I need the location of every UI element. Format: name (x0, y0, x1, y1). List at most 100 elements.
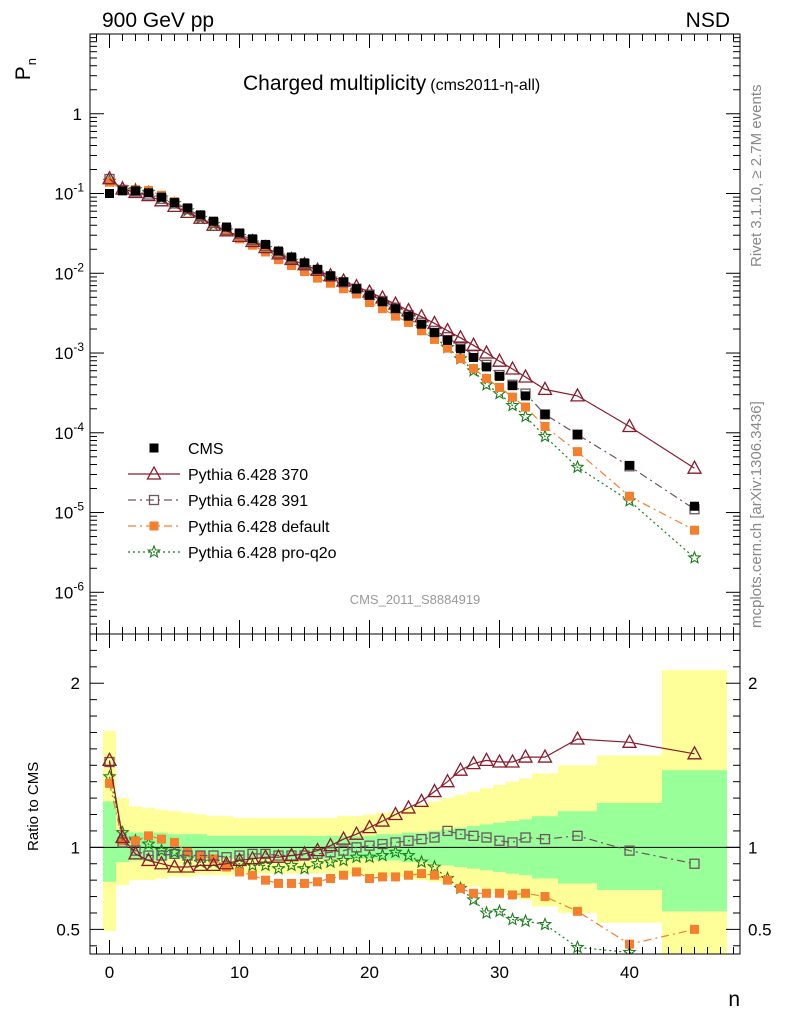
top-point-pdefault (313, 273, 322, 283)
legend-label-cms: CMS (188, 441, 224, 458)
band-inner (662, 770, 727, 912)
top-point-p370 (101, 170, 118, 185)
ratio-point-pq2o (362, 849, 377, 864)
top-point-cms (235, 228, 244, 238)
ratio-point-p391 (390, 837, 401, 848)
top-point-cms (157, 192, 166, 202)
axis-tick-labels: 0 10 20 30 40 1 10-1 10-2 10-3 10-4 10-5 10-6 0.5 0.5… (54, 105, 771, 982)
ratio-point-p370 (101, 751, 118, 767)
top-point-cms (248, 234, 257, 244)
ratio-point-p391 (169, 848, 180, 860)
top-point-pdefault (300, 267, 309, 277)
plot-title-main: Charged multiplicity (243, 72, 427, 95)
ratio-point-pdefault (482, 888, 491, 898)
top-point-p370 (478, 344, 495, 359)
legend-marker-pdefault (149, 521, 159, 531)
top-point-p370 (686, 459, 703, 474)
x-tick-label: 10 (230, 963, 249, 982)
top-point-pq2o (518, 408, 533, 423)
ratio-point-pdefault (157, 834, 166, 844)
ratio-point-p391 (364, 840, 375, 851)
ratio-point-pdefault (352, 867, 361, 877)
ratio-point-p391 (429, 832, 440, 843)
ratio-point-pdefault (540, 892, 550, 902)
top-point-pdefault (391, 311, 400, 321)
x-axis-label: n (728, 988, 740, 1011)
top-point-pdefault (339, 284, 348, 294)
ratio-point-pdefault (131, 836, 140, 846)
axis-ticks (90, 33, 740, 954)
legend-label-pq2o: Pythia 6.428 pro-q2o (188, 545, 337, 562)
ratio-point-p391 (689, 858, 700, 869)
top-point-cms (625, 460, 634, 470)
top-point-cms (378, 297, 387, 307)
ratio-point-p370 (322, 837, 339, 852)
ratio-point-pq2o (284, 857, 299, 872)
ratio-point-p391 (312, 848, 323, 860)
ratio-point-p391 (539, 833, 551, 845)
ratio-point-pdefault (417, 869, 426, 879)
top-series-cms (105, 186, 699, 511)
plot-title: Charged multiplicity (cms2011-η-all) (243, 72, 540, 95)
top-point-pdefault (222, 227, 231, 237)
ratio-point-pdefault (508, 890, 517, 900)
ratio-point-pdefault (391, 872, 400, 882)
plot-title-sub: (cms2011-η-all) (430, 77, 540, 94)
legend-entry-p391: Pythia 6.428 391 (128, 493, 308, 510)
ratio-point-pq2o (349, 849, 364, 864)
ratio-point-pq2o (141, 836, 156, 851)
top-point-cms (209, 216, 218, 226)
legend-marker-p370 (146, 465, 162, 480)
top-point-pdefault (326, 278, 335, 288)
top-point-cms (456, 344, 465, 354)
y-tick-label: 10-3 (54, 340, 84, 363)
ratio-point-p370 (309, 842, 326, 857)
ratio-frame (89, 633, 741, 955)
ratio-y-label: Ratio to CMS (25, 762, 42, 851)
top-point-pdefault (274, 255, 283, 265)
ratio-point-p370 (439, 773, 456, 788)
top-point-cms (508, 381, 517, 391)
top-point-cms (196, 210, 205, 220)
ratio-series (101, 730, 703, 954)
top-point-pdefault (508, 392, 517, 402)
top-line-p391 (109, 178, 695, 510)
top-point-pdefault (287, 261, 296, 271)
ratio-point-p370 (296, 845, 313, 860)
ratio-point-p391 (507, 837, 518, 848)
ratio-point-pdefault (690, 924, 699, 934)
y-tick-label: 10-6 (54, 579, 84, 602)
ratio-point-pq2o (414, 854, 429, 869)
ratio-point-p370 (218, 855, 235, 870)
header-left: 900 GeV pp (102, 9, 214, 32)
top-point-pdefault (573, 447, 582, 457)
legend-label-pdefault: Pythia 6.428 default (188, 519, 330, 536)
top-point-cms (222, 222, 231, 232)
ratio-point-p391 (624, 845, 635, 856)
ratio-point-pdefault (443, 875, 452, 885)
ratio-point-pq2o (271, 861, 286, 875)
top-point-p370 (491, 352, 508, 367)
ratio-uncertainty-bands (103, 670, 727, 954)
ratio-point-p370 (166, 858, 183, 873)
top-point-cms (352, 284, 361, 294)
ratio-point-p370 (569, 730, 586, 745)
ratio-point-p391 (208, 850, 219, 861)
top-series (101, 170, 703, 564)
top-point-pdefault (540, 421, 550, 431)
x-tick-label: 20 (360, 963, 379, 982)
ratio-point-pq2o (297, 861, 312, 875)
ratio-point-p370 (205, 857, 222, 872)
ratio-point-p370 (374, 812, 391, 827)
top-point-cms (482, 362, 491, 372)
legend-marker-pq2o (146, 544, 162, 559)
top-point-p370 (537, 381, 553, 396)
ratio-point-p370 (348, 825, 365, 840)
ratio-point-pq2o (336, 852, 351, 867)
top-point-p370 (569, 387, 586, 402)
ratio-point-p391 (520, 832, 531, 843)
ratio-point-p370 (244, 850, 261, 865)
ratio-point-pdefault (105, 778, 114, 788)
ratio-line-pq2o (108, 776, 636, 954)
ratio-point-p391 (455, 829, 466, 840)
